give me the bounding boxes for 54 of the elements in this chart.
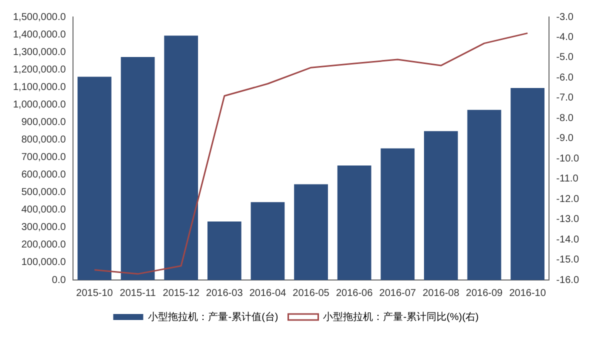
y2-tick-label: -5.0 bbox=[556, 52, 574, 64]
bar bbox=[337, 166, 372, 280]
x-tick-label: 2016-09 bbox=[466, 288, 504, 299]
y2-tick-label: -12.0 bbox=[556, 194, 580, 205]
x-tick-label: 2016-04 bbox=[249, 288, 286, 299]
y2-tick-label: -9.0 bbox=[556, 133, 574, 144]
y-tick-label: 1,500,000.0 bbox=[13, 12, 66, 23]
bar bbox=[78, 76, 112, 280]
bar bbox=[250, 202, 285, 280]
y-tick-label: 1,300,000.0 bbox=[13, 46, 66, 58]
y-tick-label: 1,200,000.0 bbox=[13, 64, 66, 76]
bar bbox=[294, 184, 328, 280]
y2-tick-label: -11.0 bbox=[556, 174, 579, 185]
y-tick-label: 700,000.0 bbox=[21, 152, 66, 164]
y2-tick-label: -6.0 bbox=[556, 72, 574, 84]
y-tick-label: 600,000.0 bbox=[21, 170, 66, 181]
x-tick-label: 2016-08 bbox=[422, 288, 460, 299]
y-tick-label: 900,000.0 bbox=[21, 116, 66, 128]
x-tick-label: 2015-11 bbox=[120, 288, 156, 299]
x-tick-label: 2016-10 bbox=[509, 288, 546, 299]
x-tick-label: 2015-10 bbox=[76, 288, 114, 299]
x-tick-label: 2016-03 bbox=[206, 288, 244, 299]
bar bbox=[467, 110, 502, 280]
y-tick-label: 1,400,000.0 bbox=[13, 29, 66, 40]
x-tick-label: 2016-05 bbox=[292, 288, 330, 299]
bar bbox=[424, 131, 458, 280]
y2-tick-label: -10.0 bbox=[556, 153, 580, 164]
x-tick-label: 2015-12 bbox=[162, 288, 200, 299]
bar bbox=[510, 88, 544, 280]
y-tick-label: 1,100,000.0 bbox=[13, 82, 66, 93]
y-tick-label: 200,000.0 bbox=[21, 240, 66, 251]
y2-tick-label: -16.0 bbox=[556, 274, 580, 286]
bar bbox=[207, 221, 242, 280]
y2-tick-label: -3.0 bbox=[556, 12, 574, 23]
x-tick-label: 2016-07 bbox=[379, 288, 416, 299]
bar bbox=[120, 56, 155, 280]
y2-tick-label: -8.0 bbox=[556, 112, 574, 124]
y-tick-label: 800,000.0 bbox=[21, 134, 66, 146]
x-tick-label: 2016-06 bbox=[336, 288, 374, 299]
y-tick-label: 0.0 bbox=[52, 274, 66, 286]
y-tick-label: 100,000.0 bbox=[21, 257, 66, 268]
legend-label: 小型拖拉机：产量-累计值(台) bbox=[148, 310, 278, 323]
y2-tick-label: -13.0 bbox=[556, 214, 580, 226]
y-tick-label: 500,000.0 bbox=[21, 187, 66, 198]
y-tick-label: 400,000.0 bbox=[21, 204, 66, 216]
bar bbox=[380, 148, 415, 280]
y-tick-label: 1,000,000.0 bbox=[13, 99, 66, 110]
legend-label: 小型拖拉机：产量-累计同比(%)(右) bbox=[323, 310, 479, 323]
y-tick-label: 300,000.0 bbox=[21, 222, 66, 234]
bar bbox=[164, 36, 198, 280]
y2-tick-label: -7.0 bbox=[556, 92, 574, 104]
y2-tick-label: -14.0 bbox=[556, 234, 580, 246]
y2-tick-label: -15.0 bbox=[556, 254, 580, 266]
y2-tick-label: -4.0 bbox=[556, 32, 574, 43]
